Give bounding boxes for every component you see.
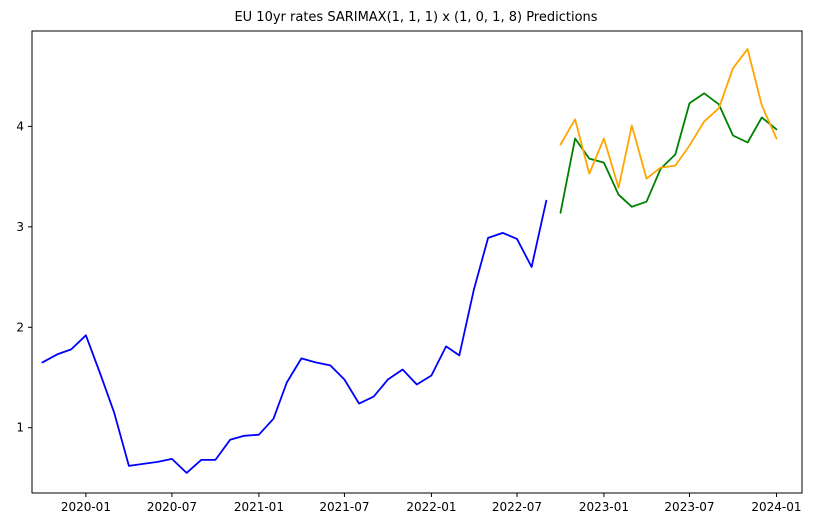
- x-tick-label: 2022-01: [406, 500, 456, 514]
- x-tick-label: 2022-07: [492, 500, 542, 514]
- y-tick-label: 4: [16, 119, 24, 133]
- y-axis: 1 2 3 4: [16, 119, 32, 435]
- x-tick-label: 2023-01: [579, 500, 629, 514]
- chart-title: EU 10yr rates SARIMAX(1, 1, 1) x (1, 0, …: [234, 10, 597, 25]
- x-tick-label: 2023-07: [664, 500, 714, 514]
- series-layer: [41, 48, 778, 474]
- plot-area-frame: [31, 30, 803, 494]
- x-tick-label: 2020-01: [61, 500, 111, 514]
- y-tick-label: 1: [16, 421, 24, 435]
- x-tick-label: 2021-07: [319, 500, 369, 514]
- x-tick-label: 2020-07: [147, 500, 197, 514]
- y-tick-label: 2: [16, 320, 24, 334]
- series-line-0: [41, 199, 548, 474]
- x-axis: 2020-01 2020-07 2021-01 2021-07 2022-01 2022-…: [61, 493, 802, 514]
- series-line-2: [559, 48, 778, 189]
- x-tick-label: 2021-01: [234, 500, 284, 514]
- series-line-1: [559, 92, 778, 214]
- x-tick-label: 2024-01: [751, 500, 801, 514]
- y-tick-label: 3: [16, 220, 24, 234]
